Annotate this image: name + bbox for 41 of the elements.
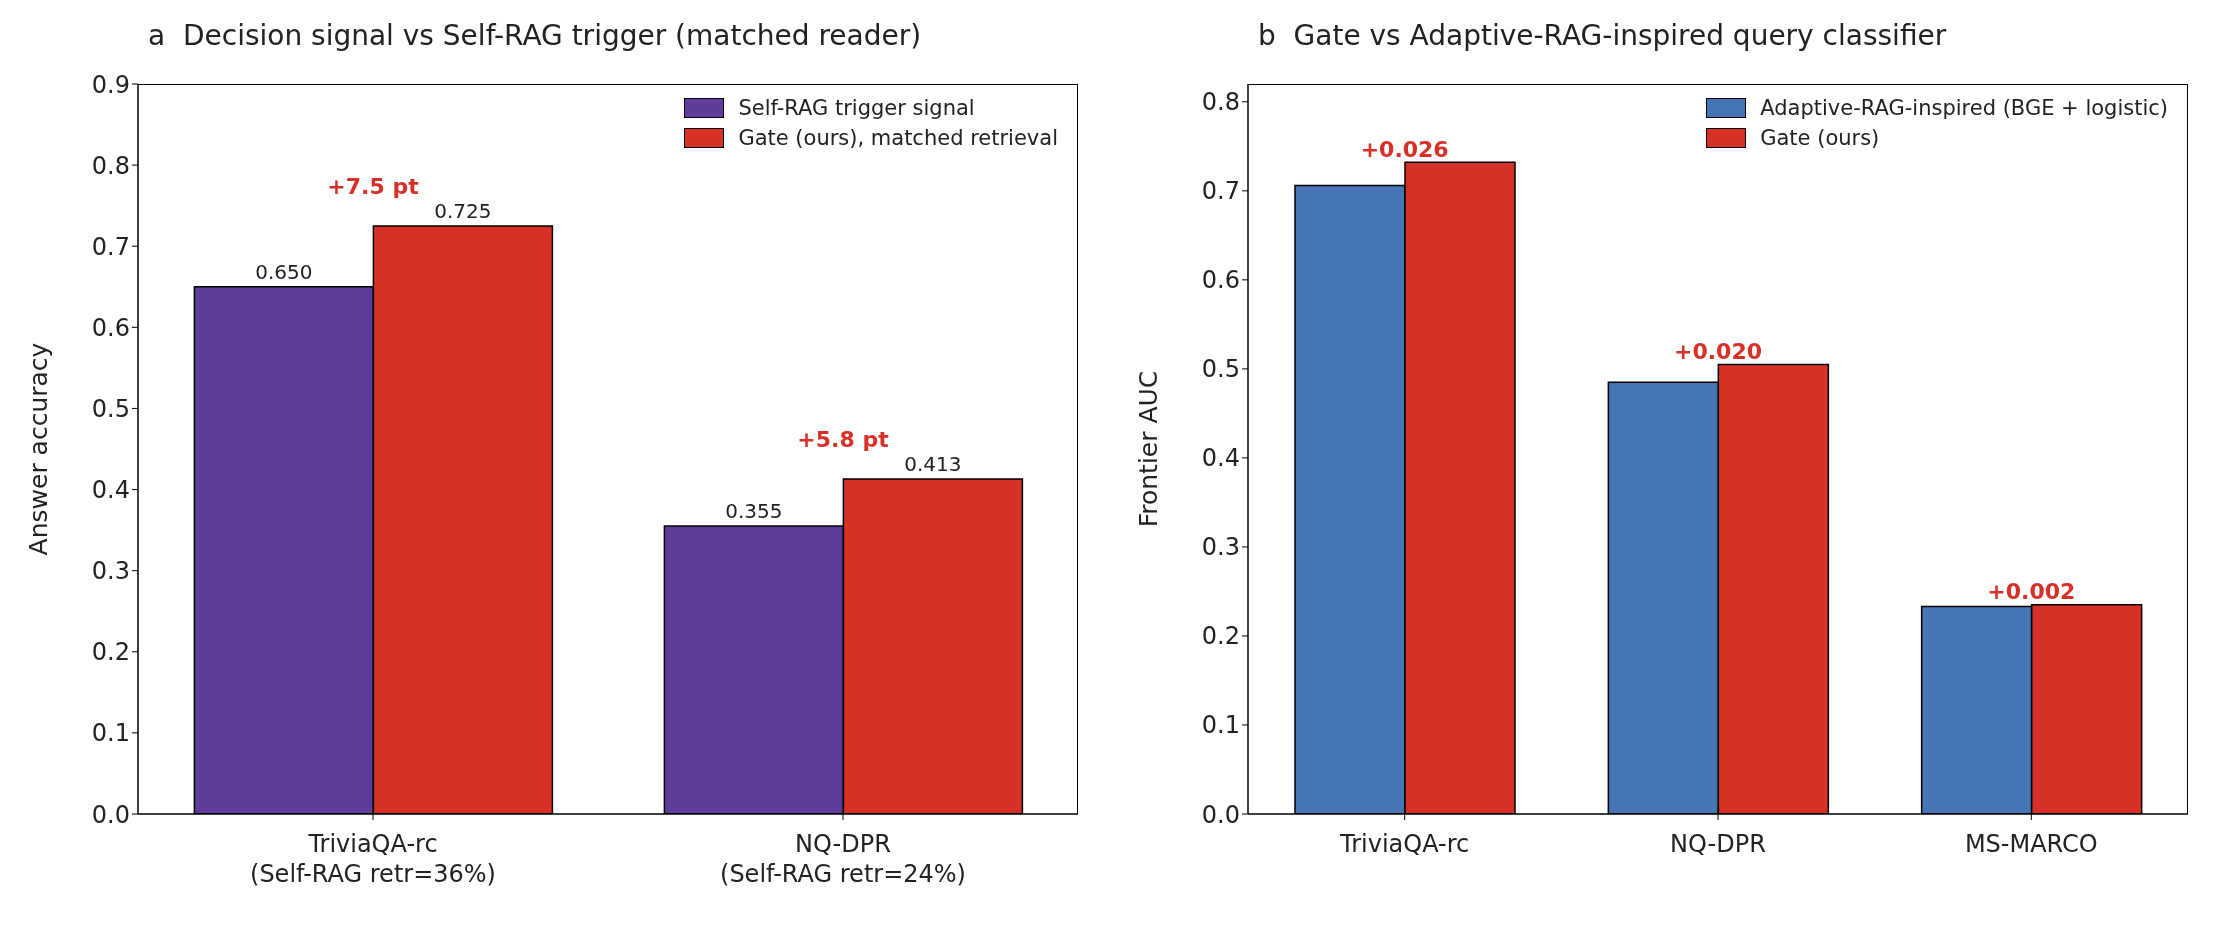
annotation: +7.5 pt — [327, 173, 420, 199]
legend-label: Self-RAG trigger signal — [738, 96, 975, 120]
y-tick-label: 0.7 — [91, 232, 130, 261]
y-tick-label: 0.1 — [1201, 711, 1240, 740]
y-tick-label: 0.0 — [91, 800, 130, 829]
y-tick-label: 0.3 — [91, 557, 130, 586]
y-tick-label: 0.0 — [1201, 800, 1240, 829]
annotation: +0.026 — [1360, 137, 1449, 163]
y-tick-label: 0.5 — [1201, 355, 1240, 384]
legend-label: Adaptive-RAG-inspired (BGE + logistic) — [1760, 96, 2168, 120]
y-axis-title: Frontier AUC — [1133, 370, 1163, 528]
y-tick-label: 0.6 — [91, 313, 130, 342]
y-axis-title: Answer accuracy — [23, 342, 53, 556]
y-tick-label: 0.8 — [91, 151, 130, 180]
data-label: 0.413 — [904, 452, 962, 477]
y-tick-label: 0.3 — [1201, 533, 1240, 562]
y-tick-label: 0.7 — [1201, 177, 1240, 206]
x-tick-label: TriviaQA-rc (Self-RAG retr=36%) — [250, 830, 496, 888]
annotation: +0.002 — [1987, 579, 2076, 605]
x-tick-label: NQ-DPR (Self-RAG retr=24%) — [720, 830, 966, 888]
y-tick-label: 0.2 — [91, 638, 130, 667]
y-tick-label: 0.4 — [91, 476, 130, 505]
y-tick-label: 0.9 — [91, 70, 130, 99]
legend-label: Gate (ours) — [1760, 126, 1880, 150]
y-tick-label: 0.6 — [1201, 266, 1240, 295]
data-label: 0.650 — [255, 259, 313, 284]
x-tick-label: MS-MARCO — [1964, 830, 2098, 858]
y-tick-label: 0.8 — [1201, 88, 1240, 117]
y-tick-label: 0.4 — [1201, 444, 1240, 473]
y-tick-label: 0.5 — [91, 394, 130, 423]
y-tick-label: 0.1 — [91, 719, 130, 748]
y-tick-label: 0.2 — [1201, 622, 1240, 651]
chart-title: a Decision signal vs Self-RAG trigger (matched reader) — [147, 18, 923, 54]
annotation: +5.8 pt — [797, 426, 890, 452]
x-tick-label: TriviaQA-rc — [1339, 830, 1470, 858]
legend-label: Gate (ours), matched retrieval — [738, 126, 1058, 150]
data-label: 0.725 — [434, 198, 492, 223]
x-tick-label: NQ-DPR — [1670, 830, 1766, 858]
annotation: +0.020 — [1673, 339, 1763, 365]
data-label: 0.355 — [725, 499, 783, 524]
chart-title: b Gate vs Adaptive-RAG-inspired query classifier — [1257, 18, 1948, 54]
